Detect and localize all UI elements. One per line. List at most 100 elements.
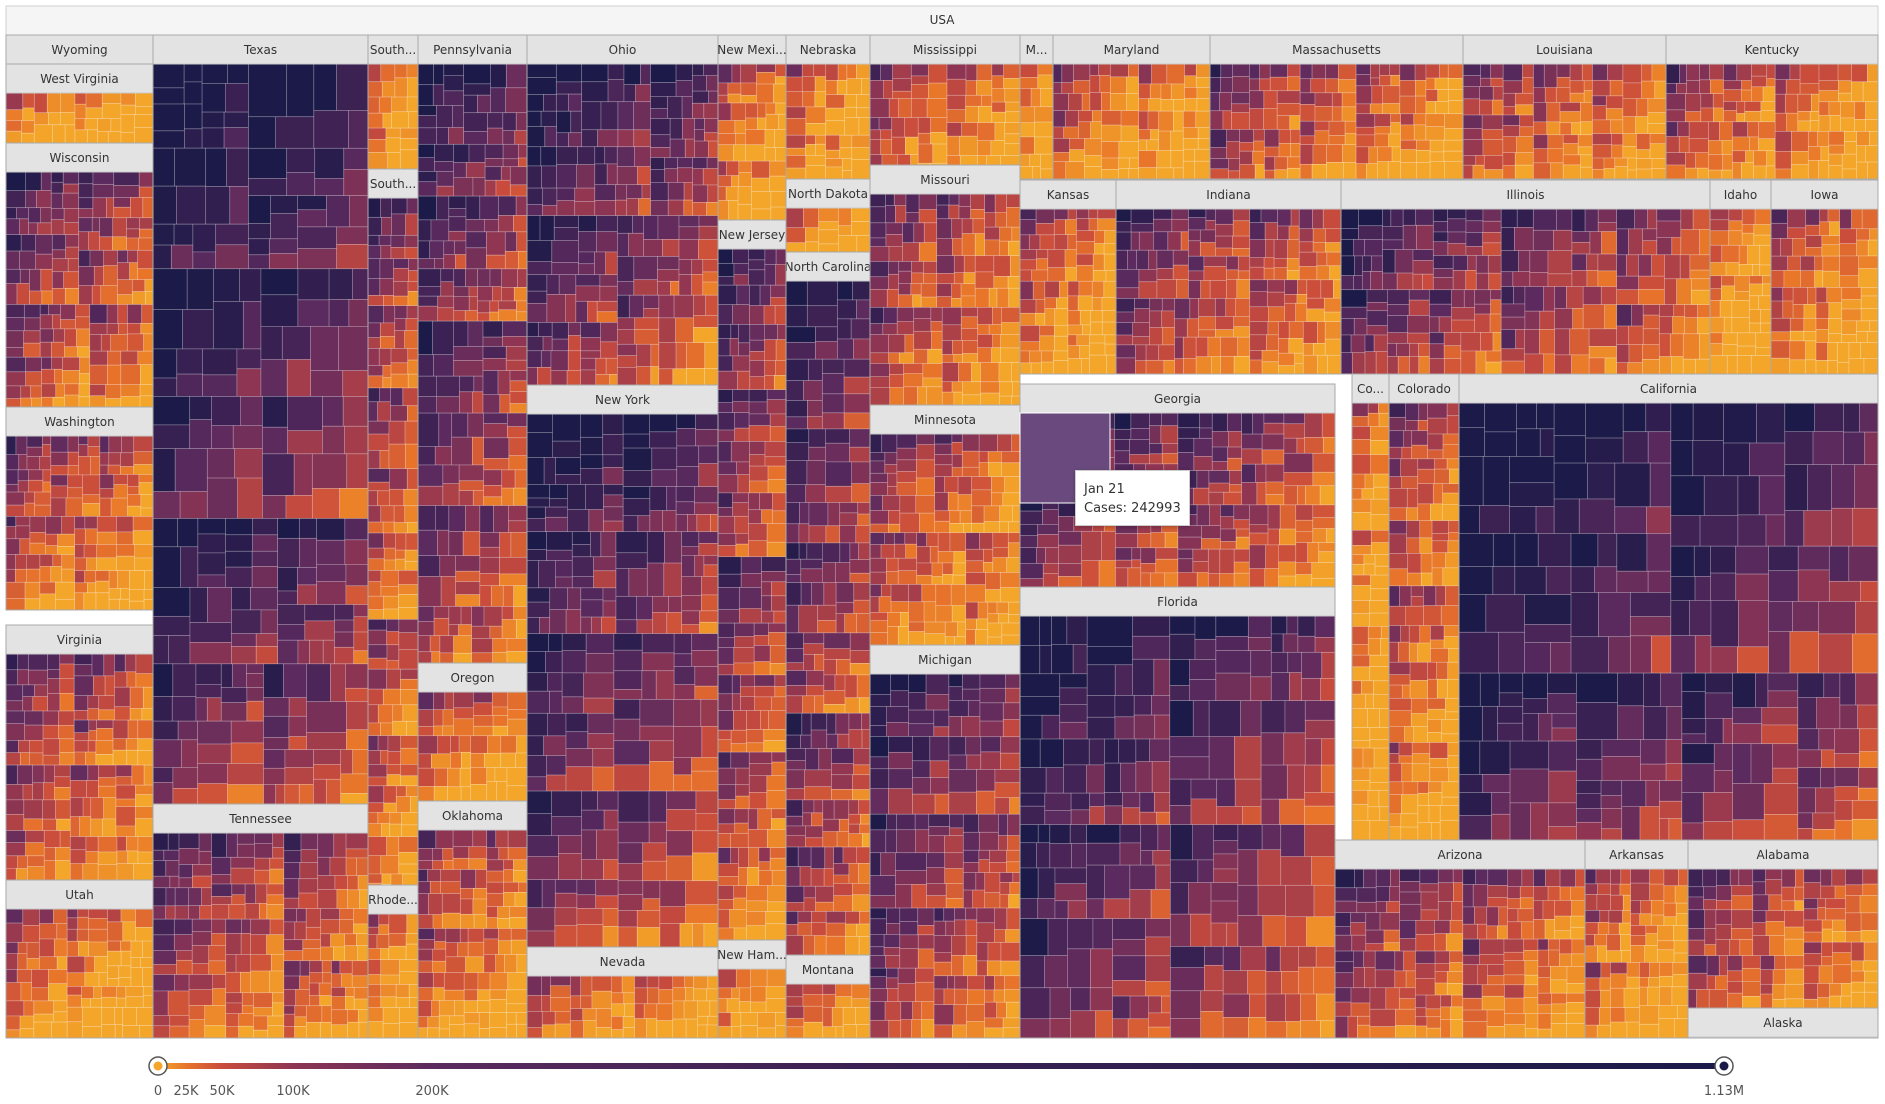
treemap-cell[interactable] [821, 358, 845, 374]
treemap-cell[interactable] [389, 812, 402, 825]
treemap-cell[interactable] [740, 82, 757, 96]
treemap-cell[interactable] [297, 195, 327, 211]
treemap-cell[interactable] [1172, 264, 1189, 280]
treemap-cell[interactable] [1279, 528, 1297, 546]
treemap-cell[interactable] [1370, 77, 1381, 87]
treemap-cell[interactable] [395, 984, 410, 998]
treemap-cell[interactable] [685, 880, 719, 906]
treemap-cell[interactable] [774, 63, 787, 77]
treemap-cell[interactable] [946, 109, 966, 123]
treemap-cell[interactable] [453, 707, 474, 720]
treemap-cell[interactable] [810, 729, 828, 749]
treemap-cell[interactable] [188, 905, 201, 920]
treemap-cell[interactable] [943, 988, 956, 1006]
treemap-cell[interactable] [1554, 307, 1574, 330]
treemap-cell[interactable] [869, 352, 890, 364]
treemap-cell[interactable] [1288, 338, 1304, 354]
treemap-cell[interactable] [225, 83, 249, 113]
treemap-cell[interactable] [367, 258, 381, 280]
treemap-cell[interactable] [1008, 521, 1021, 534]
treemap-cell[interactable] [1237, 270, 1251, 280]
treemap-cell[interactable] [892, 90, 912, 99]
treemap-cell[interactable] [848, 863, 859, 884]
treemap-cell[interactable] [353, 604, 369, 618]
treemap-cell[interactable] [516, 231, 528, 252]
treemap-cell[interactable] [89, 350, 108, 366]
treemap-cell[interactable] [657, 269, 680, 282]
treemap-cell[interactable] [270, 213, 298, 240]
treemap-cell[interactable] [506, 1012, 517, 1025]
treemap-cell[interactable] [650, 108, 668, 119]
treemap-cell[interactable] [1001, 451, 1021, 464]
treemap-cell[interactable] [699, 621, 719, 634]
treemap-cell[interactable] [367, 127, 387, 140]
treemap-cell[interactable] [856, 674, 871, 699]
treemap-cell[interactable] [180, 546, 199, 588]
treemap-cell[interactable] [993, 276, 1009, 289]
treemap-cell[interactable] [495, 179, 511, 197]
treemap-cell[interactable] [144, 279, 154, 292]
treemap-cell[interactable] [1586, 270, 1599, 287]
treemap-cell[interactable] [930, 307, 943, 322]
treemap-cell[interactable] [1814, 270, 1824, 288]
treemap-cell[interactable] [133, 451, 154, 465]
treemap-cell[interactable] [1443, 150, 1464, 162]
treemap-cell[interactable] [785, 648, 804, 664]
treemap-cell[interactable] [785, 788, 805, 801]
treemap-cell[interactable] [748, 792, 768, 810]
treemap-cell[interactable] [1249, 568, 1266, 588]
treemap-cell[interactable] [101, 92, 122, 104]
treemap-cell[interactable] [800, 568, 823, 583]
treemap-cell[interactable] [748, 509, 762, 524]
treemap-cell[interactable] [1295, 531, 1314, 543]
treemap-cell[interactable] [764, 360, 776, 376]
treemap-cell[interactable] [1858, 255, 1879, 269]
treemap-cell[interactable] [67, 465, 79, 476]
treemap-cell[interactable] [394, 330, 405, 349]
treemap-cell[interactable] [1333, 279, 1342, 299]
treemap-cell[interactable] [92, 197, 107, 219]
treemap-cell[interactable] [250, 918, 271, 936]
treemap-cell[interactable] [32, 764, 45, 784]
treemap-cell[interactable] [283, 939, 304, 951]
treemap-cell[interactable] [513, 585, 528, 607]
treemap-cell[interactable] [516, 954, 528, 973]
treemap-cell[interactable] [1700, 93, 1714, 109]
treemap-cell[interactable] [1337, 63, 1357, 80]
treemap-cell[interactable] [1686, 63, 1700, 82]
treemap-cell[interactable] [1723, 89, 1742, 102]
treemap-cell[interactable] [1077, 110, 1093, 123]
treemap-cell[interactable] [378, 96, 392, 114]
treemap-cell[interactable] [508, 505, 528, 522]
treemap-cell[interactable] [810, 922, 827, 936]
treemap-cell[interactable] [888, 788, 913, 815]
treemap-cell[interactable] [263, 697, 290, 717]
treemap-cell[interactable] [646, 562, 665, 597]
treemap-cell[interactable] [516, 1023, 528, 1039]
treemap-cell[interactable] [673, 774, 692, 792]
treemap-cell[interactable] [1515, 329, 1525, 350]
treemap-cell[interactable] [77, 908, 89, 918]
treemap-cell[interactable] [400, 763, 419, 777]
treemap-cell[interactable] [933, 988, 945, 1006]
treemap-cell[interactable] [1622, 116, 1636, 134]
treemap-cell[interactable] [774, 129, 787, 148]
treemap-cell[interactable] [463, 112, 488, 132]
treemap-cell[interactable] [1341, 92, 1357, 108]
treemap-cell[interactable] [1429, 332, 1445, 345]
treemap-cell[interactable] [367, 823, 382, 837]
treemap-cell[interactable] [851, 998, 871, 1008]
treemap-cell[interactable] [908, 692, 927, 711]
treemap-cell[interactable] [127, 494, 142, 507]
treemap-cell[interactable] [835, 712, 850, 735]
treemap-cell[interactable] [400, 668, 419, 680]
treemap-cell[interactable] [1462, 155, 1477, 166]
treemap-cell[interactable] [1818, 101, 1830, 116]
treemap-cell[interactable] [751, 208, 772, 221]
treemap-cell[interactable] [112, 217, 127, 238]
treemap-cell[interactable] [976, 907, 995, 924]
treemap-cell[interactable] [39, 593, 56, 611]
treemap-cell[interactable] [971, 489, 992, 507]
treemap-cell[interactable] [489, 989, 507, 1000]
treemap-cell[interactable] [748, 248, 766, 261]
